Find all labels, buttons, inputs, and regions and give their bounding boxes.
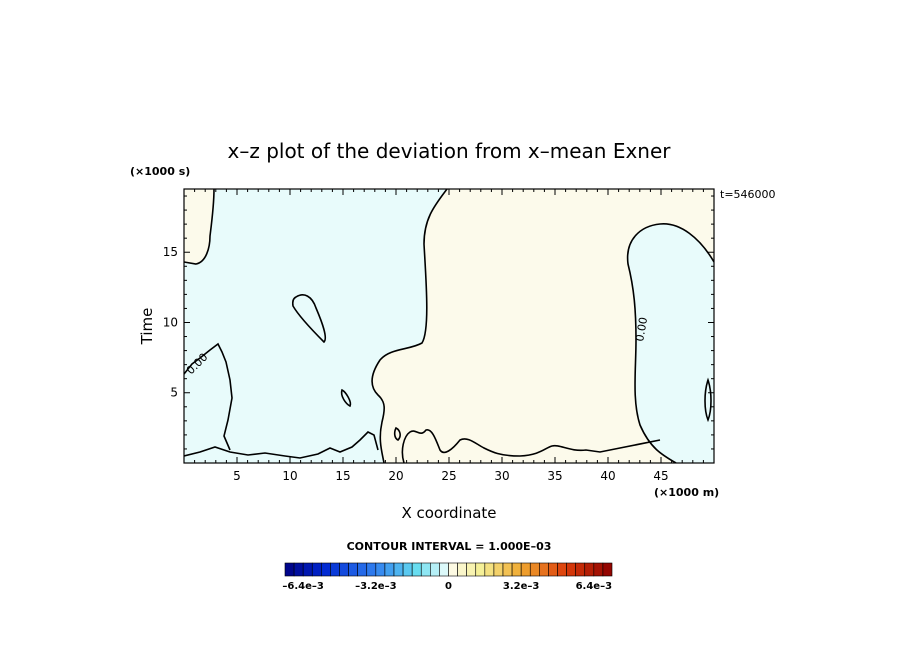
colorbar-cell — [575, 562, 586, 577]
negative-region-main — [184, 189, 447, 463]
colorbar-tick-label: –6.4e–3 — [282, 581, 323, 592]
closed-contour-2 — [340, 388, 352, 408]
x-tick-label: 40 — [600, 469, 615, 483]
x-tick-label: 45 — [653, 469, 668, 483]
zero-contour-east — [626, 223, 714, 463]
colorbar-cell — [339, 562, 349, 577]
y-tick-label: 10 — [163, 315, 178, 329]
colorbar-cell — [402, 562, 413, 577]
colorbar-cell — [321, 562, 331, 577]
closed-contour-1 — [291, 294, 327, 344]
colorbar-cell — [484, 562, 495, 577]
colorbar-cell — [566, 562, 576, 577]
colorbar-cell — [539, 562, 549, 577]
colorbar-cell — [548, 562, 558, 577]
y-tick-label: 15 — [163, 245, 178, 259]
colorbar-cell — [284, 562, 295, 577]
colorbar-cell — [302, 562, 313, 577]
colorbar-tick-label: 6.4e–3 — [576, 581, 612, 592]
negative-region-east — [627, 223, 714, 463]
colorbar-cell — [584, 562, 595, 577]
x-axis: 5 10 15 20 25 30 35 40 45 — [194, 189, 704, 483]
closed-contour-3 — [393, 426, 401, 441]
colorbar-cell — [375, 562, 386, 577]
colorbar — [284, 562, 613, 577]
colorbar-cell — [593, 562, 604, 577]
colorbar-cell — [602, 562, 613, 577]
colorbar-cell — [520, 562, 531, 577]
colorbar-cell — [493, 562, 504, 577]
colorbar-cell — [439, 562, 449, 577]
zero-contour-west — [184, 189, 215, 265]
colorbar-cell — [529, 562, 540, 577]
y-unit-label: (×1000 s) — [130, 165, 190, 178]
x-tick-label: 20 — [388, 469, 403, 483]
colorbar-cell — [448, 562, 458, 577]
colorbar-cell — [475, 562, 486, 577]
colorbar-cell — [384, 562, 395, 577]
colorbar-cell — [557, 562, 567, 577]
colorbar-cell — [466, 562, 477, 577]
colorbar-labels: –6.4e–3 –3.2e–3 0 3.2e–3 6.4e–3 — [282, 581, 612, 592]
colorbar-cell — [411, 562, 422, 577]
colorbar-cell — [348, 562, 358, 577]
x-unit-label: (×1000 m) — [654, 486, 719, 499]
colorbar-cell — [330, 562, 340, 577]
colorbar-cell — [420, 562, 431, 577]
contour-label-east: 0.00 — [633, 316, 650, 342]
colorbar-cell — [311, 562, 322, 577]
colorbar-cell — [430, 562, 440, 577]
colorbar-tick-label: –3.2e–3 — [355, 581, 396, 592]
colorbar-cell — [357, 562, 368, 577]
y-tick-label: 5 — [170, 386, 178, 400]
x-tick-label: 15 — [335, 469, 350, 483]
bottom-wiggle — [184, 431, 379, 459]
zero-contour-main — [371, 189, 448, 463]
colorbar-tick-label: 0 — [445, 581, 452, 592]
west-wiggle — [184, 342, 233, 451]
contour-interval-text: CONTOUR INTERVAL = 1.000E–03 — [347, 540, 552, 553]
colorbar-cell — [366, 562, 377, 577]
time-stamp: t=546000 — [720, 188, 776, 201]
x-tick-label: 10 — [282, 469, 297, 483]
colorbar-cell — [502, 562, 513, 577]
x-tick-label: 25 — [441, 469, 456, 483]
colorbar-cell — [393, 562, 404, 577]
x-tick-label: 30 — [494, 469, 509, 483]
closed-contour-4 — [704, 377, 712, 423]
colorbar-cell — [511, 562, 522, 577]
y-axis: 5 10 15 — [163, 195, 714, 450]
colorbar-tick-label: 3.2e–3 — [503, 581, 539, 592]
x-tick-label: 35 — [547, 469, 562, 483]
colorbar-cell — [293, 562, 304, 577]
colorbar-cell — [457, 562, 467, 577]
chart-title: x–z plot of the deviation from x–mean Ex… — [228, 139, 672, 163]
x-axis-label: X coordinate — [401, 504, 496, 522]
y-axis-label: Time — [138, 308, 156, 346]
plot-area: 0.00 0.00 — [184, 189, 714, 463]
x-tick-label: 5 — [233, 469, 241, 483]
south-wiggle — [401, 429, 661, 463]
